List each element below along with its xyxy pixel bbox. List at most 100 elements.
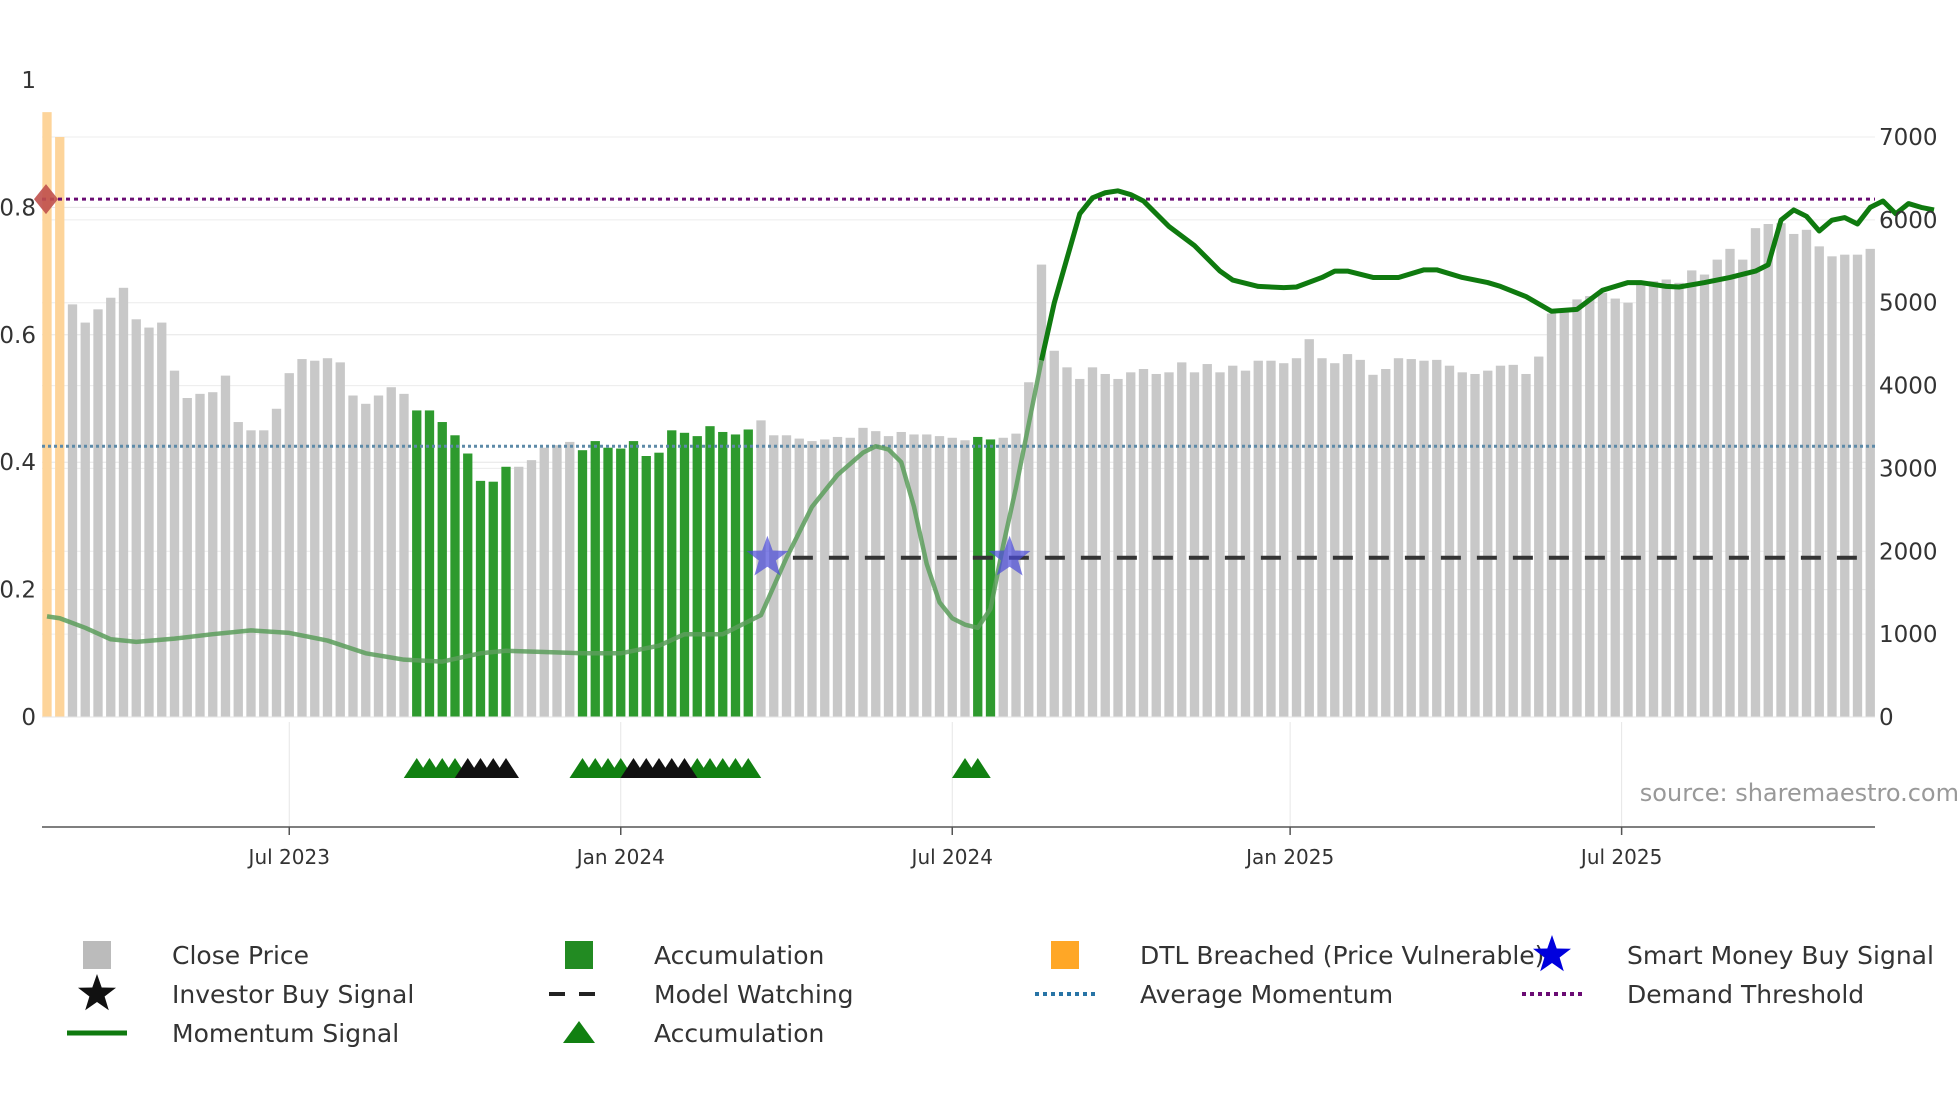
legend-item: Accumulation bbox=[563, 1019, 824, 1048]
close-price-bar bbox=[514, 466, 524, 717]
close-price-bar bbox=[310, 360, 320, 717]
close-price-bar bbox=[80, 322, 90, 717]
close-price-bar bbox=[1164, 372, 1174, 717]
left-axis-tick-label: 0.6 bbox=[0, 323, 36, 349]
close-price-bar bbox=[1763, 224, 1773, 717]
left-axis-tick-label: 0.4 bbox=[0, 450, 36, 476]
close-price-bar bbox=[1330, 363, 1340, 717]
close-price-bar bbox=[1789, 233, 1799, 717]
accumulation-triangle bbox=[735, 758, 762, 778]
close-price-bar bbox=[832, 436, 843, 717]
close-price-bar bbox=[1202, 364, 1212, 717]
close-price-bar bbox=[1712, 259, 1722, 717]
close-price-bar bbox=[1049, 350, 1059, 717]
close-price-bar bbox=[1317, 358, 1327, 717]
accumulation-bar bbox=[424, 410, 435, 717]
legend: Close Price Accumulation DTL Breached (Pri… bbox=[67, 935, 1934, 1048]
close-price-bar bbox=[871, 431, 881, 717]
close-price-bar bbox=[526, 460, 537, 717]
close-price-bar bbox=[297, 359, 307, 717]
legend-item: Demand Threshold bbox=[1522, 980, 1864, 1009]
legend-label: Accumulation bbox=[654, 1019, 824, 1048]
close-price-bar bbox=[1419, 360, 1429, 717]
close-price-bar bbox=[335, 362, 345, 717]
close-price-bar bbox=[386, 387, 396, 717]
close-price-bar bbox=[1827, 256, 1837, 717]
accumulation-bar bbox=[628, 441, 639, 717]
close-price-bar bbox=[1750, 228, 1761, 717]
close-price-bar bbox=[1381, 369, 1391, 717]
left-axis-tick-label: 0.2 bbox=[0, 578, 36, 604]
close-price-bar bbox=[1342, 354, 1353, 717]
close-price-bar bbox=[1279, 363, 1289, 717]
close-price-bar bbox=[1138, 369, 1149, 717]
close-price-bar bbox=[1240, 370, 1251, 717]
close-price-bar bbox=[1852, 254, 1863, 717]
close-price-bar bbox=[1674, 282, 1684, 717]
close-price-bar bbox=[1432, 359, 1442, 717]
momentum-signal-line-faded bbox=[46, 359, 1044, 664]
close-price-bar bbox=[118, 287, 129, 717]
close-price-bar bbox=[182, 398, 192, 717]
close-price-bar bbox=[1177, 362, 1187, 717]
close-price-bar bbox=[157, 322, 167, 717]
smart-money-buy-star bbox=[746, 535, 789, 576]
right-axis-tick-label: 6000 bbox=[1879, 208, 1938, 234]
accumulation-bar bbox=[679, 432, 690, 717]
investor-buy-triangle bbox=[671, 758, 698, 778]
accumulation-bar bbox=[488, 481, 498, 717]
close-price-bar bbox=[1151, 373, 1161, 717]
right-axis-tick-label: 7000 bbox=[1879, 125, 1938, 151]
close-price-bar bbox=[1840, 254, 1850, 717]
close-price-bar bbox=[1368, 374, 1378, 717]
legend-label: Investor Buy Signal bbox=[172, 980, 414, 1009]
close-price-bar bbox=[1304, 339, 1314, 717]
right-axis-tick-label: 1000 bbox=[1879, 622, 1938, 648]
close-price-bar bbox=[1087, 367, 1098, 717]
close-price-bar bbox=[565, 441, 575, 717]
legend-label: Accumulation bbox=[654, 941, 824, 970]
accumulation-bar bbox=[985, 439, 996, 717]
close-price-bar bbox=[807, 441, 817, 717]
x-axis-tick-label: Jan 2024 bbox=[575, 845, 665, 869]
close-price-bar bbox=[1610, 298, 1620, 717]
right-axis-tick-label: 5000 bbox=[1879, 291, 1938, 317]
close-price-bar bbox=[208, 392, 218, 717]
close-price-bar bbox=[373, 395, 384, 717]
close-price-bar bbox=[1801, 229, 1812, 718]
legend-square-icon bbox=[565, 941, 593, 969]
momentum-signal-line bbox=[1039, 188, 1935, 361]
source-label: source: sharemaestro.com bbox=[1640, 779, 1959, 807]
right-axis-tick-label: 4000 bbox=[1879, 374, 1938, 400]
legend-item: Average Momentum bbox=[1035, 980, 1393, 1009]
legend-item: Close Price bbox=[83, 941, 309, 970]
close-price-bar bbox=[399, 393, 409, 717]
close-price-bar bbox=[1036, 264, 1047, 717]
smart-money-buy-star bbox=[988, 535, 1031, 576]
close-price-bar bbox=[552, 445, 562, 717]
close-price-bar bbox=[1699, 274, 1710, 717]
accumulation-bar bbox=[705, 426, 715, 717]
close-price-bar bbox=[1355, 359, 1365, 717]
close-price-bar bbox=[1495, 365, 1506, 717]
close-price-bar bbox=[246, 430, 256, 717]
right-axis-tick-label: 2000 bbox=[1879, 539, 1938, 565]
accumulation-triangle bbox=[964, 758, 991, 778]
close-price-bar bbox=[781, 435, 792, 717]
close-price-bar bbox=[1559, 311, 1569, 717]
close-price-bar bbox=[1738, 259, 1748, 717]
close-price-bar bbox=[1585, 296, 1595, 717]
accumulation-bar bbox=[730, 434, 741, 717]
close-price-bar bbox=[1636, 282, 1646, 717]
close-price-bar bbox=[922, 434, 932, 717]
close-price-bar bbox=[1075, 378, 1085, 717]
close-price-bar bbox=[271, 408, 282, 717]
close-price-bar bbox=[845, 437, 855, 717]
legend-label: Close Price bbox=[172, 941, 309, 970]
accumulation-bar bbox=[692, 436, 702, 717]
close-price-bar bbox=[1457, 372, 1467, 717]
left-axis-tick-label: 0 bbox=[21, 705, 36, 731]
close-price-bar bbox=[1572, 299, 1582, 717]
price-bars bbox=[42, 112, 1875, 718]
